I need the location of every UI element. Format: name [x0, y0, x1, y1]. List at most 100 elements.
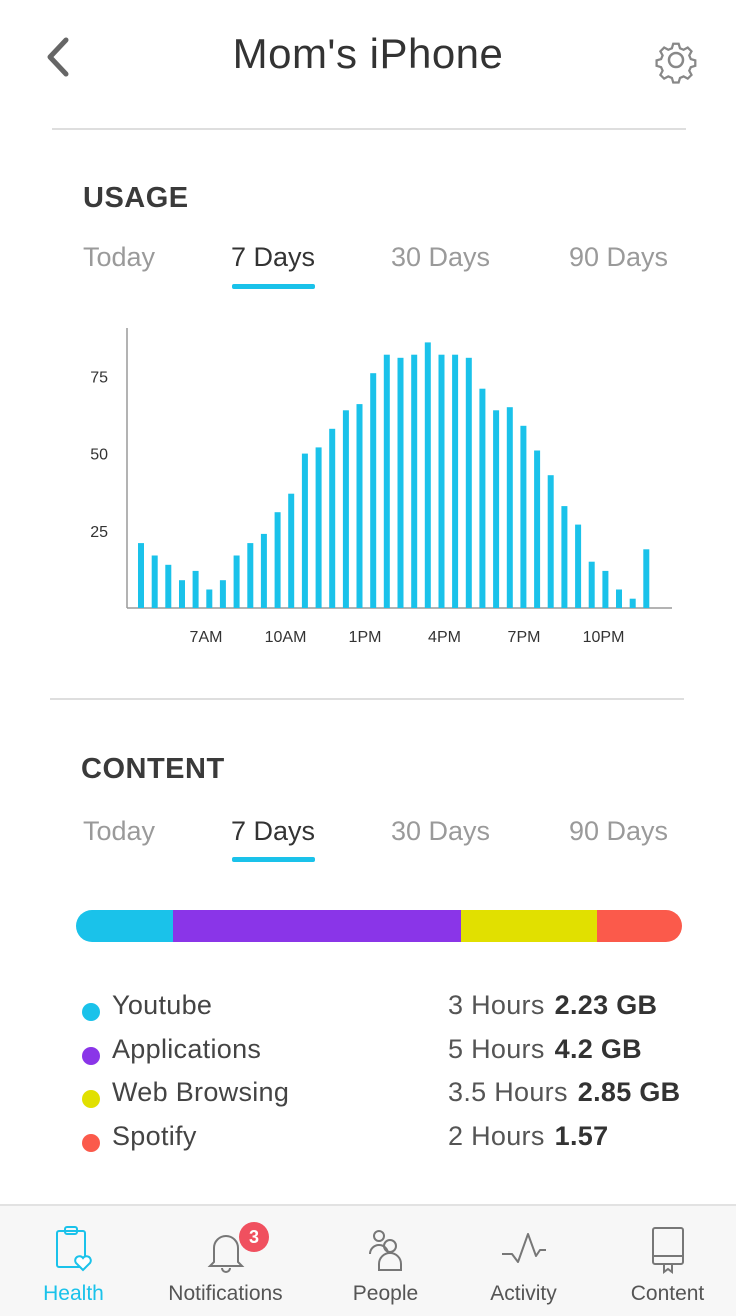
chevron-left-icon — [47, 37, 69, 77]
bell-icon — [207, 1235, 244, 1273]
header-divider — [52, 128, 686, 130]
usage-active-tab-indicator — [232, 284, 315, 289]
usage-tab-30-days[interactable]: 30 Days — [391, 242, 491, 272]
activity-icon — [501, 1233, 546, 1263]
usage-bar — [575, 524, 582, 608]
usage-bar — [438, 354, 445, 608]
legend-usage: 2 Hours 1.57 — [448, 1121, 608, 1152]
usage-bar — [411, 354, 418, 608]
legend-item-youtube: Youtube 3 Hours 2.23 GB — [80, 990, 700, 1030]
usage-bar — [192, 570, 199, 608]
legend-hours: 3 Hours — [448, 990, 545, 1020]
legend-size: 2.85 GB — [577, 1077, 681, 1107]
nav-label: Health — [43, 1282, 104, 1305]
usage-bar — [179, 580, 185, 608]
usage-bar — [315, 447, 322, 608]
content-tab-30-days[interactable]: 30 Days — [391, 816, 491, 846]
usage-chart: 25 50 75 7AM 10AM 1PM 4PM 7PM 10PM — [90, 328, 672, 646]
nav-label: People — [352, 1282, 419, 1305]
usage-bar — [424, 342, 431, 608]
content-active-tab-indicator — [232, 857, 315, 862]
y-tick-label: 25 — [90, 524, 108, 541]
usage-bar — [233, 555, 240, 608]
bottom-nav: Health 3 Notifications People Activity — [0, 1204, 736, 1316]
y-tick-label: 75 — [90, 369, 108, 386]
nav-item-content[interactable]: Content — [594, 1206, 736, 1316]
nav-item-people[interactable]: People — [312, 1206, 459, 1316]
gear-icon — [655, 42, 697, 84]
legend-size: 2.23 GB — [554, 990, 658, 1020]
usage-bar — [206, 589, 213, 608]
legend-size: 1.57 — [554, 1121, 609, 1151]
usage-bar — [383, 354, 390, 608]
book-icon — [651, 1227, 684, 1274]
usage-bar — [479, 388, 486, 608]
legend-label: Applications — [112, 1034, 262, 1064]
usage-tab-today[interactable]: Today — [83, 242, 156, 272]
usage-bar — [329, 428, 336, 608]
usage-title: USAGE — [83, 182, 189, 214]
usage-bar — [616, 589, 622, 608]
usage-bar — [588, 561, 595, 608]
breakdown-segment — [460, 910, 598, 942]
content-breakdown-bar — [76, 910, 682, 942]
breakdown-segment — [172, 910, 461, 942]
back-button[interactable] — [40, 34, 80, 80]
clipboard-heart-icon — [55, 1226, 92, 1272]
usage-bar — [288, 493, 295, 608]
nav-label: Content — [630, 1282, 705, 1305]
usage-bar — [301, 453, 308, 608]
legend-item-spotify: Spotify 2 Hours 1.57 — [80, 1121, 700, 1161]
usage-bar — [356, 404, 363, 608]
legend-item-applications: Applications 5 Hours 4.2 GB — [80, 1034, 700, 1074]
x-tick-label: 4PM — [428, 629, 461, 646]
settings-button[interactable] — [652, 36, 700, 84]
legend-hours: 2 Hours — [448, 1121, 545, 1151]
usage-bar — [165, 564, 172, 608]
usage-bar — [151, 555, 158, 608]
usage-tab-7-days[interactable]: 7 Days — [231, 242, 316, 272]
x-tick-label: 1PM — [349, 629, 382, 646]
page-title: Mom's iPhone — [232, 30, 504, 77]
legend-usage: 5 Hours 4.2 GB — [448, 1034, 642, 1065]
content-tab-90-days[interactable]: 90 Days — [569, 816, 669, 846]
usage-bar — [547, 475, 554, 608]
usage-bar — [561, 506, 568, 608]
usage-tab-90-days[interactable]: 90 Days — [569, 242, 669, 272]
nav-item-activity[interactable]: Activity — [450, 1206, 597, 1316]
usage-bar — [274, 512, 281, 608]
usage-bar — [138, 543, 144, 608]
nav-item-health[interactable]: Health — [0, 1206, 147, 1316]
usage-bar — [493, 410, 500, 608]
legend-usage: 3.5 Hours 2.85 GB — [448, 1077, 680, 1108]
usage-bar — [219, 580, 226, 608]
people-icon — [368, 1230, 402, 1271]
usage-bar — [260, 533, 267, 608]
usage-bar — [342, 410, 349, 608]
nav-item-notifications[interactable]: 3 Notifications — [152, 1206, 299, 1316]
legend-label: Youtube — [112, 990, 213, 1020]
usage-bar — [520, 425, 527, 608]
youtube-color-dot — [82, 1003, 100, 1021]
usage-bar — [397, 357, 404, 608]
legend-hours: 5 Hours — [448, 1034, 545, 1064]
x-tick-label: 7PM — [508, 629, 541, 646]
breakdown-segment — [76, 910, 173, 942]
legend-hours: 3.5 Hours — [448, 1077, 568, 1107]
nav-label: Notifications — [168, 1282, 283, 1305]
content-title: CONTENT — [81, 753, 225, 785]
legend-item-web-browsing: Web Browsing 3.5 Hours 2.85 GB — [80, 1077, 700, 1117]
spotify-color-dot — [82, 1134, 100, 1152]
nav-label: Activity — [490, 1282, 557, 1305]
usage-bar — [506, 407, 513, 608]
legend-usage: 3 Hours 2.23 GB — [448, 990, 657, 1021]
x-tick-label: 7AM — [190, 629, 223, 646]
usage-bar — [247, 543, 254, 608]
content-tab-today[interactable]: Today — [83, 816, 156, 846]
y-tick-label: 50 — [90, 447, 108, 464]
usage-bar — [534, 450, 541, 608]
x-tick-label: 10PM — [583, 629, 625, 646]
content-tab-7-days[interactable]: 7 Days — [231, 816, 316, 846]
usage-bar — [629, 598, 636, 608]
legend-label: Spotify — [112, 1121, 197, 1151]
